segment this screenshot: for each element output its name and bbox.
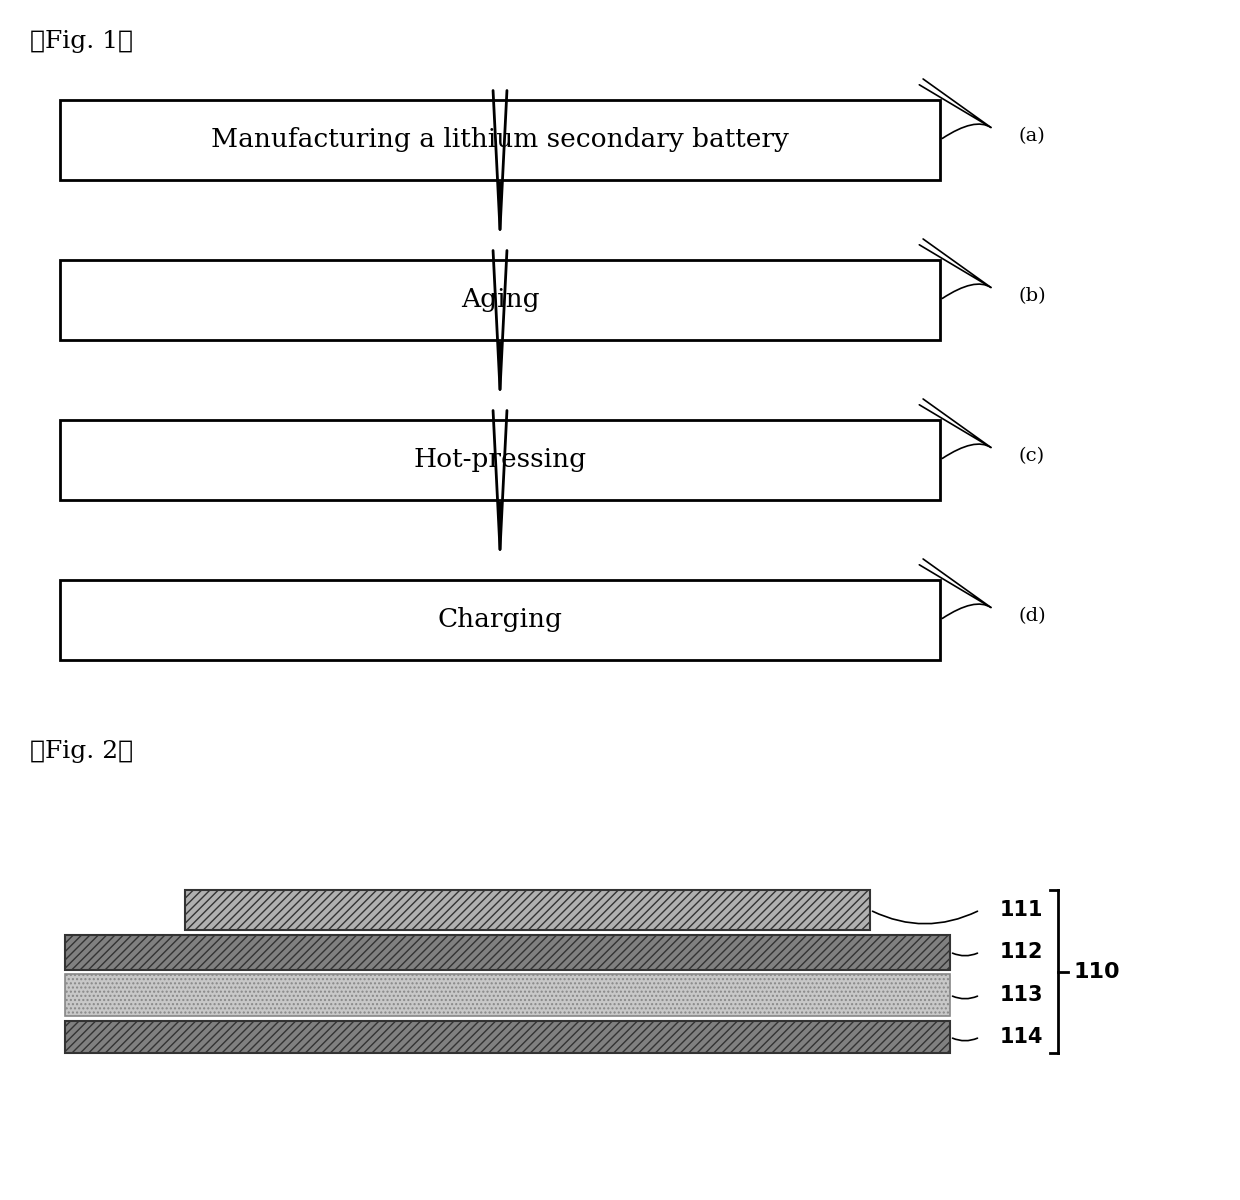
Bar xyxy=(60,420,940,500)
Text: 110: 110 xyxy=(1073,961,1120,982)
Text: (d): (d) xyxy=(1018,607,1045,625)
Text: 114: 114 xyxy=(999,1027,1044,1046)
Bar xyxy=(60,260,940,340)
Text: Charging: Charging xyxy=(438,607,563,632)
Bar xyxy=(64,1021,950,1054)
Text: 111: 111 xyxy=(999,900,1044,920)
Text: (a): (a) xyxy=(1018,127,1045,145)
Bar xyxy=(60,100,940,180)
Text: 112: 112 xyxy=(999,942,1044,962)
Bar xyxy=(60,580,940,660)
Text: (c): (c) xyxy=(1018,446,1044,464)
Bar xyxy=(64,935,950,970)
Bar xyxy=(185,890,870,930)
Text: (b): (b) xyxy=(1018,287,1045,305)
Text: Aging: Aging xyxy=(461,288,539,312)
Text: 113: 113 xyxy=(999,985,1044,1006)
Text: 『Fig. 1』: 『Fig. 1』 xyxy=(30,30,133,53)
Bar xyxy=(64,974,950,1016)
Text: Manufacturing a lithium secondary battery: Manufacturing a lithium secondary batter… xyxy=(211,127,789,152)
Text: 『Fig. 2』: 『Fig. 2』 xyxy=(30,740,133,763)
Text: Hot-pressing: Hot-pressing xyxy=(413,448,587,473)
